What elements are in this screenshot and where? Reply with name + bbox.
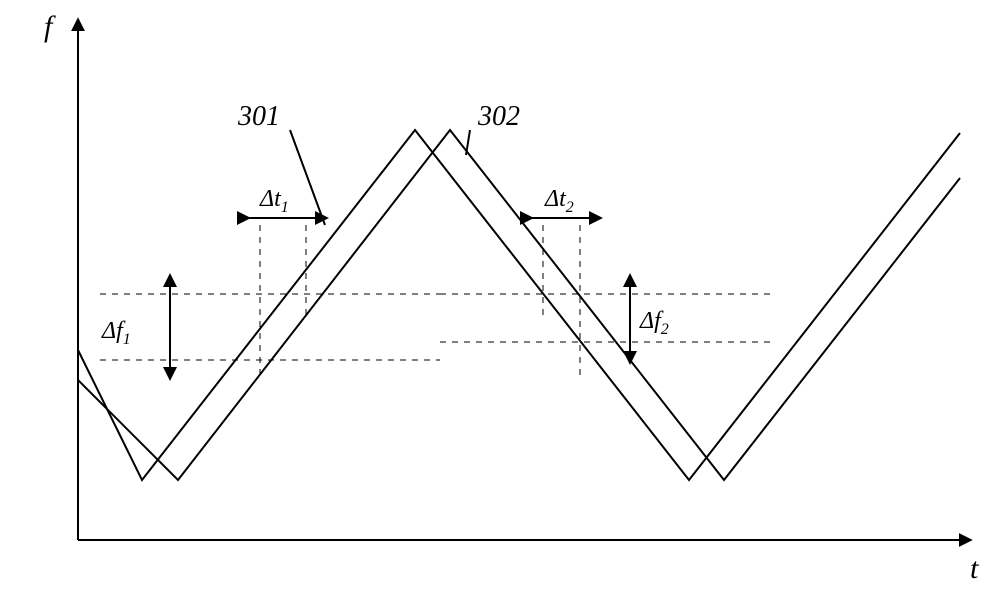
callout-301-label: 301	[237, 101, 280, 132]
y-axis-label: f	[44, 10, 56, 43]
callout-302-label: 302	[477, 101, 520, 132]
x-axis-label: t	[970, 552, 979, 585]
waveform-302	[78, 130, 960, 480]
delta-t2-label: Δt2	[544, 186, 574, 216]
fmcw-diagram: f t 301 302 Δt1 Δt2	[0, 0, 1000, 593]
delta-t1-label: Δt1	[259, 186, 289, 216]
dash-guides	[100, 225, 770, 378]
delta-f1-label: Δf1	[101, 318, 131, 348]
callout-301-line	[290, 130, 325, 225]
waveform-301	[78, 130, 960, 480]
delta-f2-label: Δf2	[639, 308, 669, 338]
callout-302-line	[466, 130, 470, 155]
